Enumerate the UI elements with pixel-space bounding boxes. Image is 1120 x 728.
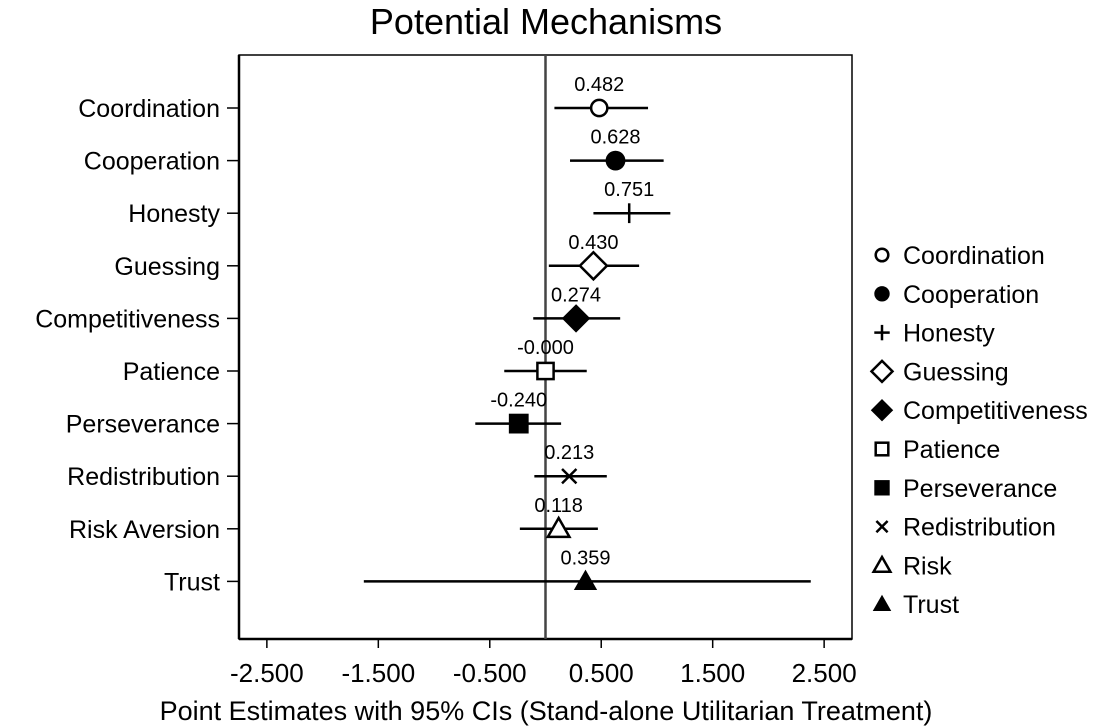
point-estimate-marker bbox=[545, 515, 572, 539]
point-estimate-marker bbox=[561, 304, 591, 333]
legend-marker bbox=[874, 286, 890, 302]
point-estimate-marker bbox=[536, 361, 555, 381]
y-tick-label: Honesty bbox=[128, 200, 220, 228]
y-tick-label: Patience bbox=[123, 358, 220, 386]
legend-item: Competitiveness bbox=[870, 397, 1088, 425]
x-tick-label: -0.500 bbox=[453, 658, 527, 688]
y-tick-label: Perseverance bbox=[66, 411, 220, 439]
x-tick-label: -2.500 bbox=[230, 658, 304, 688]
estimate-value-label: 0.628 bbox=[590, 127, 640, 149]
legend-item: Honesty bbox=[874, 320, 995, 348]
point-estimate-marker bbox=[589, 98, 609, 118]
legend-marker bbox=[872, 594, 892, 611]
chart-title: Potential Mechanisms bbox=[370, 1, 722, 42]
estimate-row: -0.240 bbox=[475, 390, 562, 434]
estimate-row: 0.118 bbox=[519, 495, 598, 539]
estimate-row: 0.359 bbox=[363, 547, 811, 590]
legend-marker bbox=[874, 247, 890, 263]
estimate-value-label: 0.213 bbox=[544, 442, 594, 464]
estimate-row: -0.000 bbox=[504, 337, 587, 381]
estimate-value-label: -0.240 bbox=[490, 390, 547, 412]
x-stroke-2 bbox=[875, 520, 889, 534]
legend-label: Guessing bbox=[903, 358, 1009, 386]
legend-item: Patience bbox=[874, 436, 1000, 464]
x-stroke-2 bbox=[561, 468, 578, 485]
point-estimate-marker bbox=[561, 468, 578, 485]
estimate-value-label: 0.751 bbox=[604, 179, 654, 201]
y-tick-label: Coordination bbox=[78, 95, 220, 123]
y-axis: Coordination Cooperation Honesty Guessing Co… bbox=[35, 95, 239, 596]
point-estimate-marker bbox=[578, 250, 609, 282]
estimates-layer: 0.482 0.628 0.751 0.430 0.274 -0.000 -0.240 0.2… bbox=[363, 74, 811, 590]
estimate-row: 0.628 bbox=[570, 127, 664, 171]
y-tick-label: Risk Aversion bbox=[69, 516, 220, 544]
estimate-value-label: 0.482 bbox=[574, 74, 624, 96]
estimate-value-label: -0.000 bbox=[517, 337, 574, 359]
legend-label: Trust bbox=[903, 591, 959, 619]
x-tick-label: 0.500 bbox=[569, 658, 634, 688]
y-tick-label: Guessing bbox=[114, 253, 220, 281]
legend-item: Trust bbox=[872, 591, 959, 619]
point-estimate-marker bbox=[573, 569, 598, 590]
y-tick-label: Redistribution bbox=[67, 463, 220, 491]
x-axis: -2.500 -1.500 -0.500 0.500 1.500 2.500 bbox=[230, 639, 857, 688]
legend-label: Coordination bbox=[903, 242, 1045, 270]
legend-label: Honesty bbox=[903, 320, 995, 348]
legend-item: Guessing bbox=[869, 358, 1009, 386]
legend: Coordination Cooperation Honesty Guessing Co… bbox=[869, 242, 1088, 619]
legend-marker bbox=[874, 441, 890, 457]
legend-label: Competitiveness bbox=[903, 397, 1088, 425]
legend-item: Perseverance bbox=[874, 475, 1057, 503]
point-estimate-marker bbox=[605, 150, 626, 171]
legend-label: Perseverance bbox=[903, 475, 1057, 503]
legend-item: Coordination bbox=[874, 242, 1045, 270]
legend-label: Risk bbox=[903, 552, 952, 580]
legend-item: Cooperation bbox=[874, 281, 1039, 309]
y-tick-label: Competitiveness bbox=[35, 305, 220, 333]
legend-label: Redistribution bbox=[903, 514, 1056, 542]
y-tick-label: Cooperation bbox=[84, 148, 220, 176]
estimate-row: 0.430 bbox=[548, 232, 640, 282]
legend-marker bbox=[875, 520, 889, 534]
x-tick-label: -1.500 bbox=[341, 658, 415, 688]
estimate-row: 0.274 bbox=[533, 284, 621, 333]
x-tick-label: 2.500 bbox=[792, 658, 857, 688]
legend-marker bbox=[870, 398, 894, 422]
legend-item: Redistribution bbox=[875, 514, 1056, 542]
estimate-value-label: 0.274 bbox=[551, 284, 601, 306]
y-tick-label: Trust bbox=[164, 568, 220, 596]
estimate-row: 0.751 bbox=[593, 179, 671, 224]
legend-marker bbox=[874, 480, 890, 496]
x-tick-label: 1.500 bbox=[680, 658, 745, 688]
estimate-row: 0.482 bbox=[554, 74, 649, 118]
point-estimate-marker bbox=[508, 413, 529, 434]
point-estimate-marker bbox=[619, 203, 640, 224]
legend-item: Risk bbox=[871, 552, 952, 580]
legend-marker bbox=[874, 324, 890, 341]
estimate-value-label: 0.118 bbox=[534, 495, 583, 517]
estimate-value-label: 0.430 bbox=[568, 232, 618, 254]
estimate-value-label: 0.359 bbox=[560, 547, 610, 569]
plot-frame bbox=[237, 54, 853, 641]
legend-label: Cooperation bbox=[903, 281, 1039, 309]
x-axis-label: Point Estimates with 95% CIs (Stand-alon… bbox=[160, 696, 933, 726]
estimate-row: 0.213 bbox=[534, 442, 607, 485]
legend-label: Patience bbox=[903, 436, 1000, 464]
legend-marker bbox=[869, 359, 895, 384]
legend-marker bbox=[871, 554, 893, 573]
